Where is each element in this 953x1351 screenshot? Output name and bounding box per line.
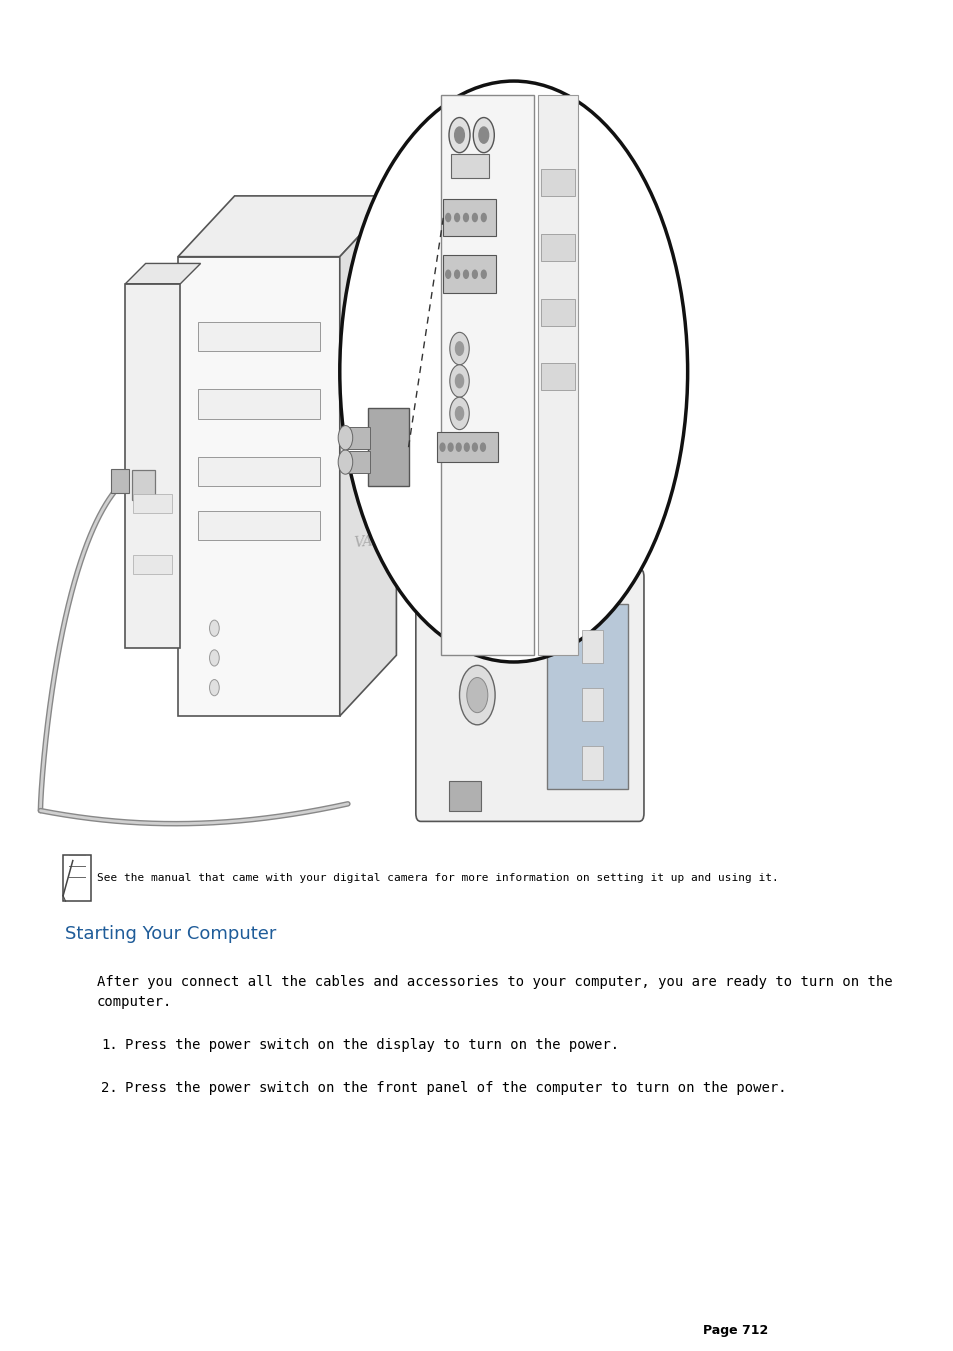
Text: 2.: 2. — [101, 1081, 118, 1094]
FancyBboxPatch shape — [368, 408, 408, 486]
Circle shape — [464, 443, 469, 451]
Circle shape — [449, 397, 469, 430]
Circle shape — [455, 213, 459, 222]
FancyBboxPatch shape — [198, 511, 319, 540]
Circle shape — [455, 127, 464, 143]
Circle shape — [448, 443, 453, 451]
FancyBboxPatch shape — [449, 781, 481, 811]
FancyBboxPatch shape — [440, 95, 534, 655]
Circle shape — [445, 213, 450, 222]
Circle shape — [449, 118, 470, 153]
FancyBboxPatch shape — [125, 284, 180, 648]
Circle shape — [466, 678, 487, 713]
Text: 1.: 1. — [101, 1038, 118, 1051]
Text: Press the power switch on the display to turn on the power.: Press the power switch on the display to… — [125, 1038, 618, 1051]
FancyBboxPatch shape — [582, 746, 602, 780]
Polygon shape — [339, 196, 396, 716]
Circle shape — [456, 443, 460, 451]
FancyBboxPatch shape — [345, 427, 370, 449]
FancyBboxPatch shape — [178, 257, 339, 716]
Circle shape — [210, 620, 219, 636]
FancyBboxPatch shape — [198, 389, 319, 419]
FancyBboxPatch shape — [537, 95, 578, 655]
FancyBboxPatch shape — [133, 494, 172, 513]
Text: Page 712: Page 712 — [702, 1324, 768, 1337]
Circle shape — [459, 665, 495, 724]
FancyBboxPatch shape — [433, 476, 513, 563]
Text: VAIO: VAIO — [354, 532, 390, 550]
Circle shape — [449, 332, 469, 365]
Circle shape — [337, 426, 353, 450]
Circle shape — [337, 450, 353, 474]
Circle shape — [481, 270, 486, 278]
Circle shape — [480, 443, 485, 451]
Polygon shape — [178, 196, 396, 257]
Text: After you connect all the cables and accessories to your computer, you are ready: After you connect all the cables and acc… — [97, 975, 892, 1009]
Circle shape — [339, 81, 687, 662]
Text: See the manual that came with your digital camera for more information on settin: See the manual that came with your digit… — [97, 873, 778, 884]
Circle shape — [472, 443, 476, 451]
FancyBboxPatch shape — [63, 855, 91, 901]
Circle shape — [481, 213, 486, 222]
Text: Starting Your Computer: Starting Your Computer — [65, 925, 275, 943]
Circle shape — [472, 213, 476, 222]
Circle shape — [478, 127, 488, 143]
FancyBboxPatch shape — [111, 469, 129, 493]
Circle shape — [472, 270, 476, 278]
Circle shape — [210, 650, 219, 666]
Circle shape — [445, 270, 450, 278]
FancyBboxPatch shape — [443, 199, 496, 236]
Circle shape — [455, 374, 463, 388]
Circle shape — [210, 680, 219, 696]
Polygon shape — [428, 455, 541, 577]
FancyBboxPatch shape — [582, 630, 602, 663]
Circle shape — [473, 118, 494, 153]
Polygon shape — [125, 263, 200, 284]
Circle shape — [455, 342, 463, 355]
FancyBboxPatch shape — [198, 322, 319, 351]
FancyBboxPatch shape — [582, 688, 602, 721]
FancyBboxPatch shape — [547, 604, 627, 789]
Text: Press the power switch on the front panel of the computer to turn on the power.: Press the power switch on the front pane… — [125, 1081, 786, 1094]
FancyBboxPatch shape — [540, 299, 575, 326]
FancyBboxPatch shape — [540, 169, 575, 196]
FancyBboxPatch shape — [133, 555, 172, 574]
FancyBboxPatch shape — [345, 451, 370, 473]
Circle shape — [463, 270, 468, 278]
FancyBboxPatch shape — [416, 569, 643, 821]
Circle shape — [449, 365, 469, 397]
FancyBboxPatch shape — [540, 234, 575, 261]
FancyBboxPatch shape — [436, 432, 497, 462]
FancyBboxPatch shape — [443, 255, 496, 293]
Circle shape — [455, 270, 459, 278]
FancyBboxPatch shape — [450, 154, 489, 178]
FancyBboxPatch shape — [198, 457, 319, 486]
Circle shape — [455, 407, 463, 420]
Circle shape — [463, 213, 468, 222]
FancyBboxPatch shape — [540, 363, 575, 390]
FancyBboxPatch shape — [132, 470, 154, 500]
Circle shape — [439, 443, 444, 451]
